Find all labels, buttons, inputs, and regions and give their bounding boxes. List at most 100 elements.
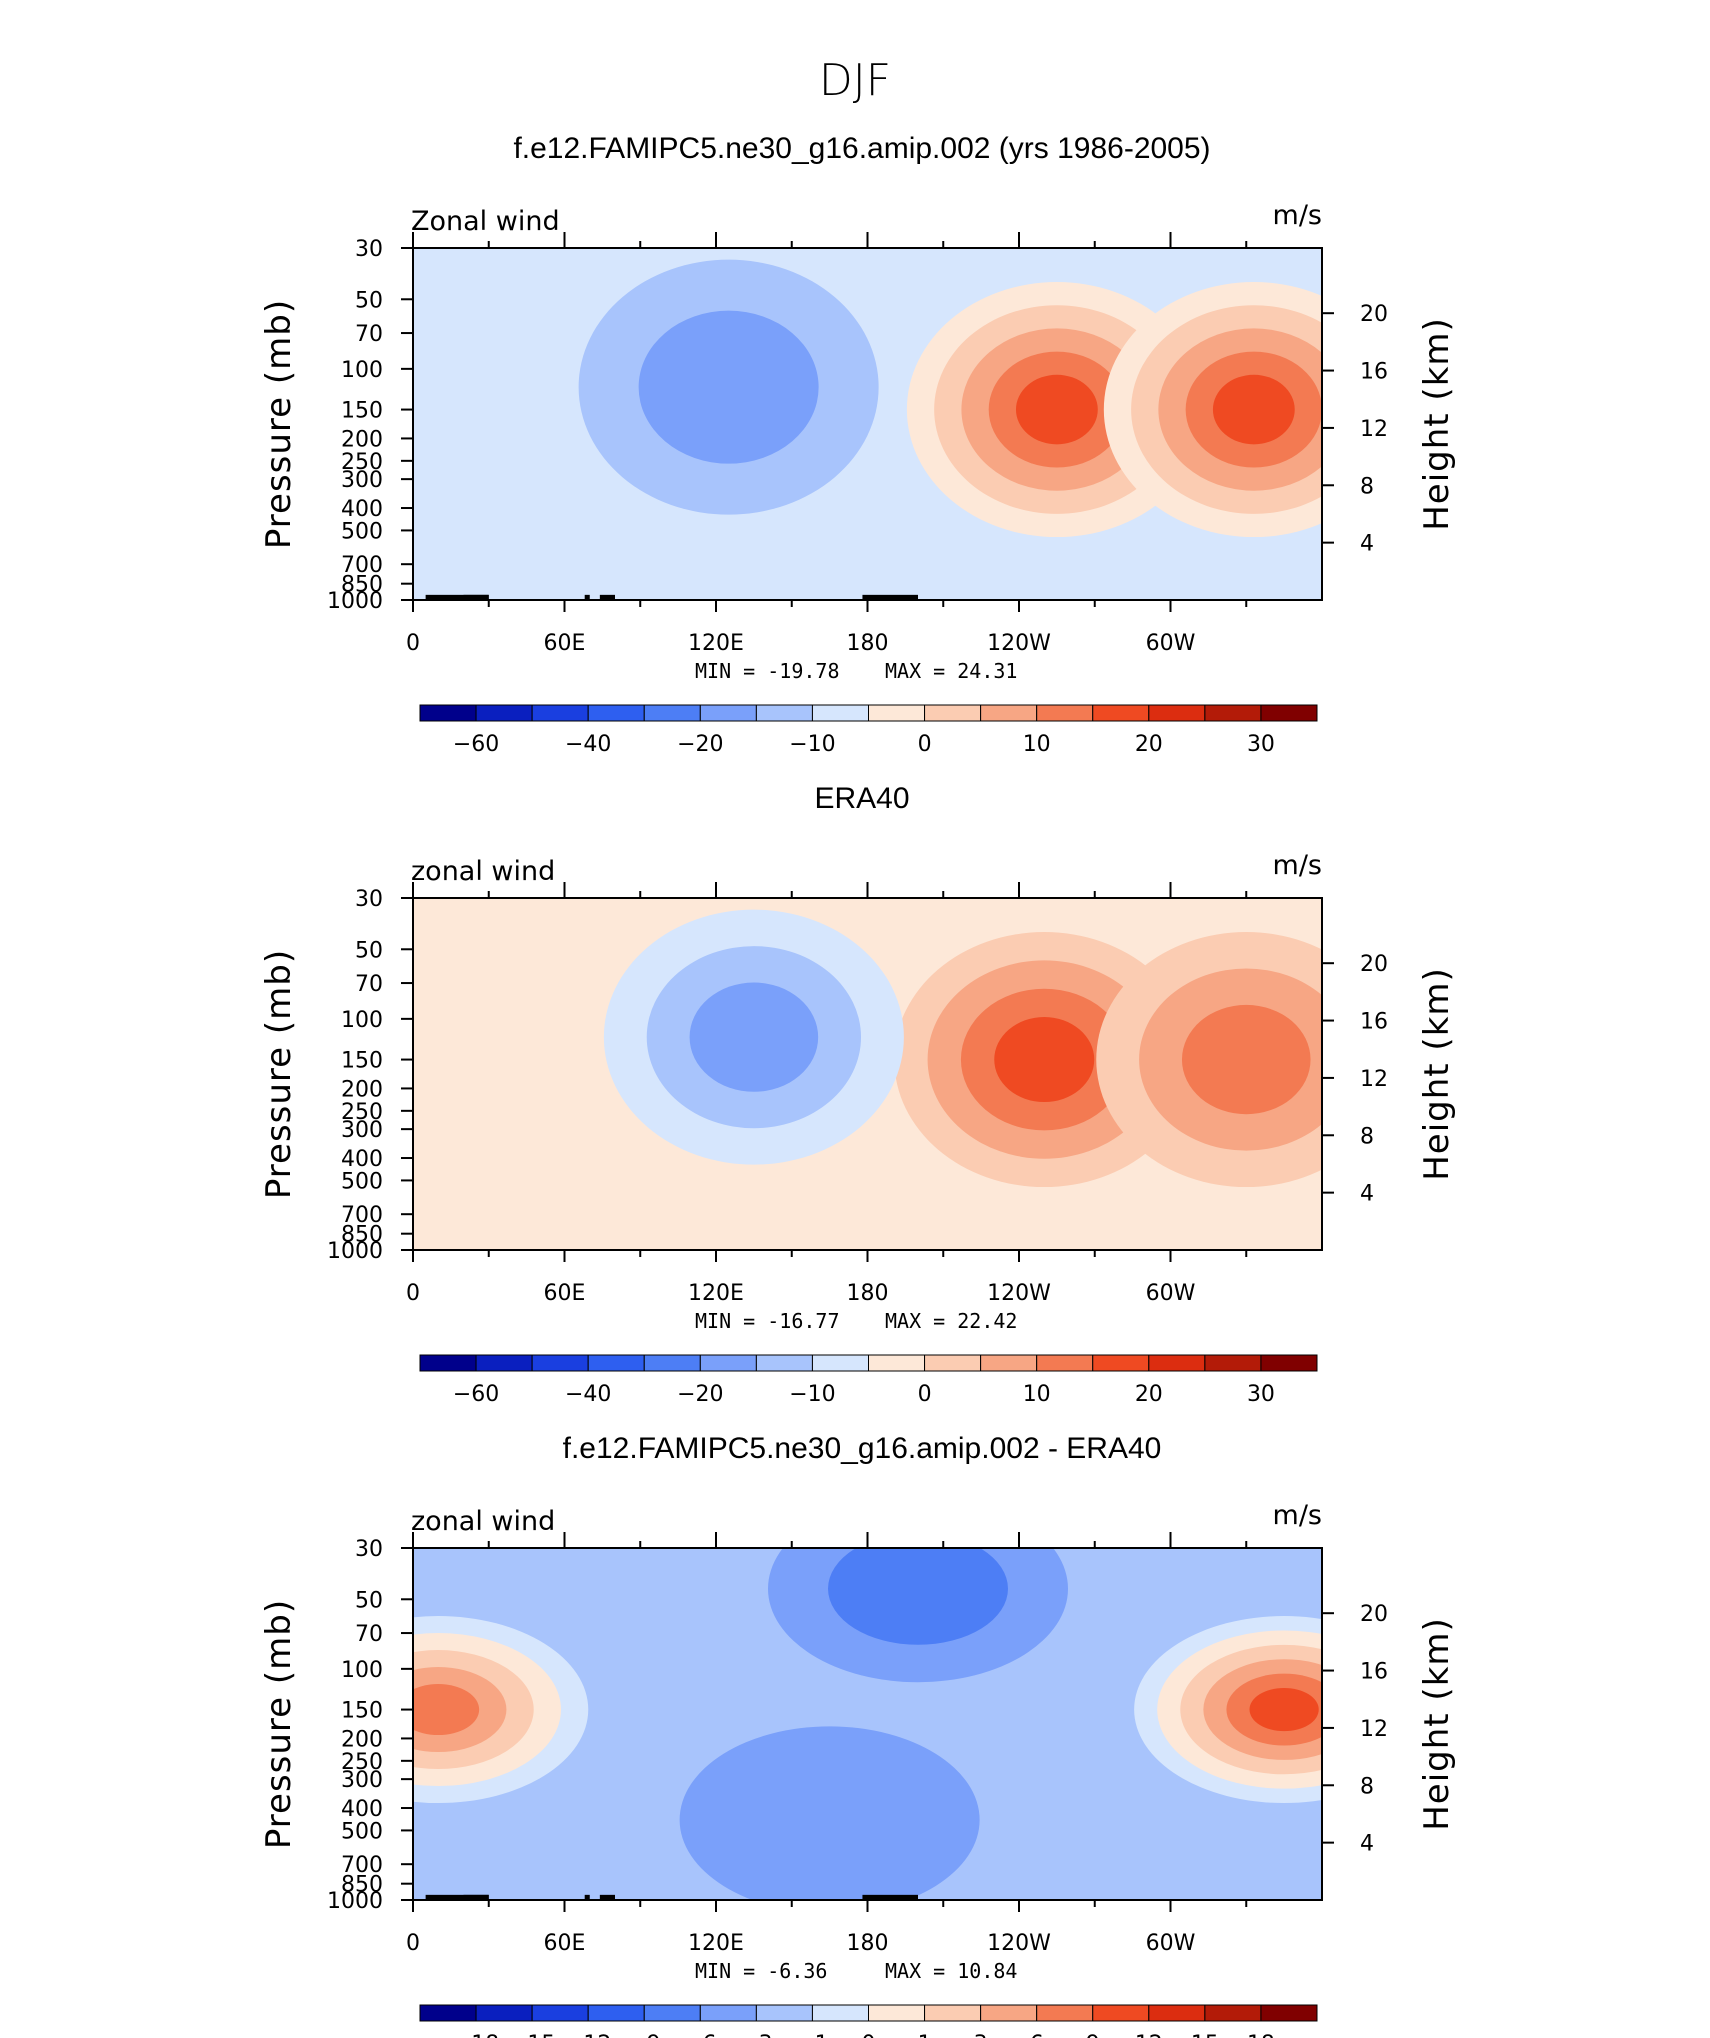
units-label: m/s — [1273, 850, 1322, 881]
colorbar-label: −6 — [684, 2032, 716, 2038]
variable-label: zonal wind — [411, 1506, 555, 1537]
land-mask — [584, 1894, 590, 1900]
y2-tick-label: 20 — [1360, 1602, 1388, 1627]
colorbar-box — [1148, 704, 1206, 722]
colorbar-label: 0 — [918, 732, 932, 757]
colorbar-box — [811, 704, 869, 722]
colorbar-box — [868, 704, 926, 722]
land-mask — [584, 594, 590, 600]
colorbar-box — [1092, 1354, 1150, 1372]
colorbar-box — [1204, 2004, 1262, 2022]
y2-tick-label: 16 — [1360, 1660, 1388, 1685]
colorbar-label: 15 — [1191, 2032, 1219, 2038]
y2-tick-label: 20 — [1360, 302, 1388, 327]
land-mask — [463, 1894, 489, 1900]
min-value: MIN = -19.78 — [695, 659, 840, 683]
y-tick-label: 200 — [341, 1077, 383, 1102]
colorbar-label: 20 — [1135, 732, 1163, 757]
min-value: MIN = -6.36 — [695, 1959, 827, 1983]
colorbar-box — [1260, 704, 1318, 722]
panels: f.e12.FAMIPC5.ne30_g16.amip.002 (yrs 198… — [259, 132, 1457, 2038]
colorbar-box — [643, 2004, 701, 2022]
jet-max-band — [1212, 374, 1295, 445]
y-tick-label: 300 — [341, 1118, 383, 1143]
y2-tick-label: 12 — [1360, 1067, 1388, 1092]
colorbar-label: −10 — [789, 1382, 835, 1407]
y-tick-label: 300 — [341, 1768, 383, 1793]
y-tick-label: 400 — [341, 1147, 383, 1172]
colorbar-label: 6 — [1030, 2032, 1044, 2038]
jet-min-band — [828, 1548, 1008, 1645]
colorbar-label: −10 — [789, 732, 835, 757]
panel-title: f.e12.FAMIPC5.ne30_g16.amip.002 - ERA40 — [563, 1432, 1162, 1465]
colorbar-box — [419, 1354, 477, 1372]
colorbar-label: 18 — [1247, 2032, 1275, 2038]
land-mask — [425, 594, 489, 600]
colorbar-label: −20 — [677, 732, 723, 757]
colorbar-box — [475, 704, 533, 722]
y-tick-label: 700 — [341, 553, 383, 578]
y-tick-label: 850 — [341, 573, 383, 598]
max-value: MAX = 22.42 — [885, 1309, 1017, 1333]
colorbar-box — [924, 2004, 982, 2022]
colorbar-box — [1204, 704, 1262, 722]
x-tick-label: 0 — [406, 1281, 420, 1306]
y-tick-label: 300 — [341, 468, 383, 493]
y2-tick-label: 4 — [1360, 1832, 1374, 1857]
colorbar-box — [1036, 2004, 1094, 2022]
contour-field — [413, 248, 1322, 600]
y2-tick-label: 8 — [1360, 1124, 1374, 1149]
colorbar-box — [1260, 1354, 1318, 1372]
colorbar-box — [475, 1354, 533, 1372]
colorbar-label: 10 — [1023, 732, 1051, 757]
colorbar-box — [1260, 2004, 1318, 2022]
colorbar-box — [643, 704, 701, 722]
colorbar-label: −18 — [453, 2032, 499, 2038]
colorbar-label: −60 — [453, 732, 499, 757]
colorbar-box — [1092, 2004, 1150, 2022]
colorbar-label: −12 — [565, 2032, 611, 2038]
y-tick-label: 500 — [341, 519, 383, 544]
y-tick-label: 200 — [341, 427, 383, 452]
x-tick-label: 60E — [544, 631, 586, 656]
colorbar-box — [811, 2004, 869, 2022]
land-mask — [463, 594, 489, 600]
units-label: m/s — [1273, 200, 1322, 231]
y-tick-label: 50 — [355, 1588, 383, 1613]
jet-min-band — [689, 982, 819, 1092]
y2-tick-label: 12 — [1360, 417, 1388, 442]
colorbar-label: 0 — [862, 2032, 876, 2038]
colorbar-box — [699, 1354, 757, 1372]
colorbar-label: 30 — [1247, 1382, 1275, 1407]
x-tick-label: 0 — [406, 631, 420, 656]
colorbar-label: −1 — [796, 2032, 828, 2038]
colorbar-label: 9 — [1086, 2032, 1100, 2038]
y-tick-label: 200 — [341, 1727, 383, 1752]
colorbar-box — [531, 1354, 589, 1372]
y-tick-label: 150 — [341, 1049, 383, 1074]
colorbar-label: −3 — [740, 2032, 772, 2038]
y-tick-label: 1000 — [327, 1889, 383, 1914]
y-tick-label: 1000 — [327, 1239, 383, 1264]
colorbar-label: −40 — [565, 1382, 611, 1407]
colorbar-label: 3 — [974, 2032, 988, 2038]
y2-tick-label: 16 — [1360, 360, 1388, 385]
colorbar-box — [980, 704, 1038, 722]
colorbar-label: −15 — [509, 2032, 555, 2038]
max-value: MAX = 24.31 — [885, 659, 1017, 683]
colorbar-box — [1036, 704, 1094, 722]
colorbar-box — [980, 2004, 1038, 2022]
colorbar-label: 30 — [1247, 732, 1275, 757]
y-tick-label: 250 — [341, 450, 383, 475]
y-tick-label: 400 — [341, 1797, 383, 1822]
y-tick-label: 700 — [341, 1853, 383, 1878]
land-mask — [599, 594, 615, 600]
y-axis-title: Pressure (mb) — [259, 299, 299, 549]
panel-title: f.e12.FAMIPC5.ne30_g16.amip.002 (yrs 198… — [513, 132, 1210, 165]
colorbar-box — [531, 2004, 589, 2022]
colorbar-box — [643, 1354, 701, 1372]
panel-1: f.e12.FAMIPC5.ne30_g16.amip.002 (yrs 198… — [259, 132, 1457, 757]
y-tick-label: 30 — [355, 1537, 383, 1562]
land-mask — [599, 1894, 615, 1900]
